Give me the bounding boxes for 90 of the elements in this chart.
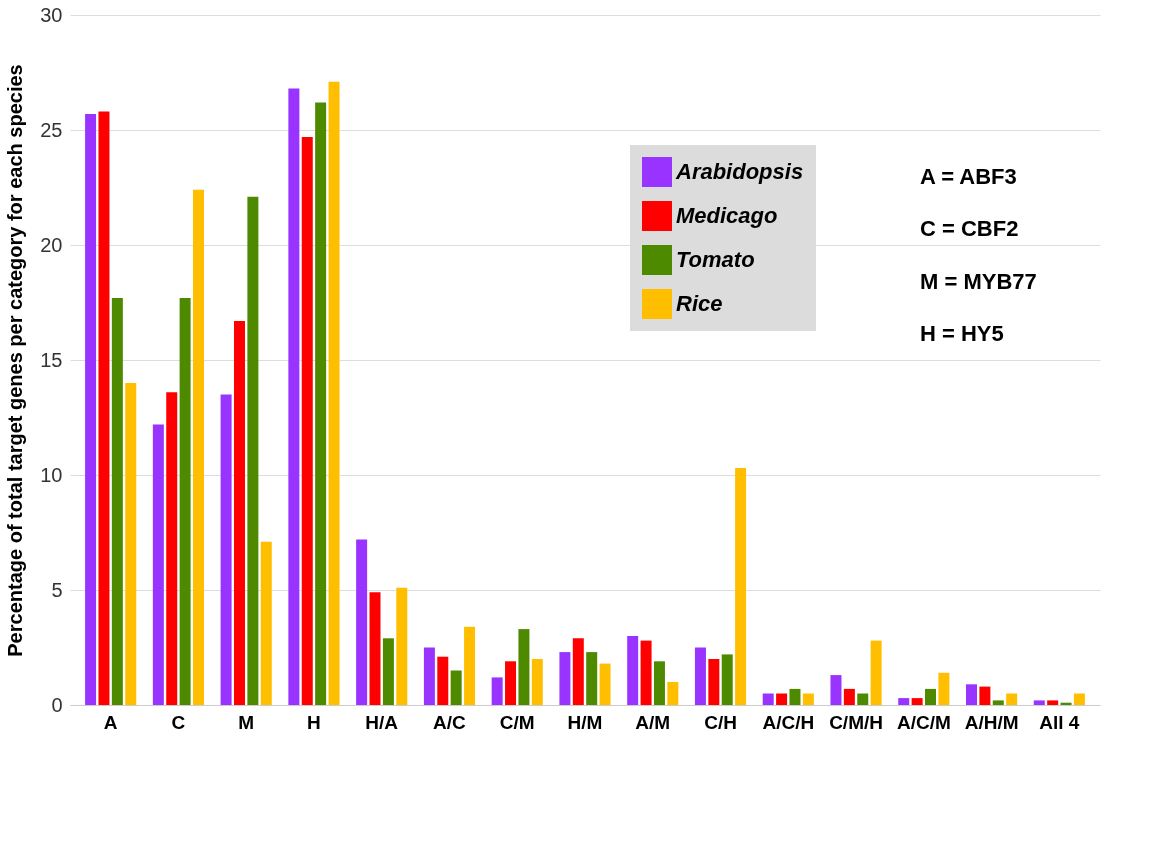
legend-label: Tomato [676,247,755,272]
bar [911,698,923,705]
bar [423,647,435,705]
bar [735,468,747,705]
legend-label: Medicago [676,203,778,228]
bar [992,700,1004,705]
bar [220,394,232,705]
annotation: C = CBF2 [920,216,1019,242]
y-tick-label: 25 [40,118,63,141]
y-tick-label: 20 [40,233,63,256]
bar [369,592,381,705]
bar [1073,693,1085,705]
bar [979,686,991,705]
bar [721,654,733,705]
legend-label: Arabidopsis [675,159,804,184]
x-tick-label: H [307,711,321,733]
bar [1006,693,1018,705]
x-tick-label: A/C [433,711,467,733]
bar [166,392,178,705]
bar [559,652,571,705]
x-tick-label: H/A [365,711,399,733]
bar [938,672,950,705]
bar [301,136,313,705]
bar [233,320,245,705]
bar [518,629,530,705]
y-axis-title: Percentage of total target genes per category for each species [4,64,27,657]
bar [260,541,272,705]
x-tick-label: C/M [499,711,535,733]
x-tick-label: A/C/H [762,711,815,733]
bar [966,684,977,705]
bar [708,659,720,705]
bar [627,636,639,705]
x-tick-label: H/M [567,711,603,733]
x-tick-label: C/M/H [829,711,883,733]
bar [437,656,449,705]
bar [464,626,476,705]
x-tick-label: C/H [704,711,737,733]
y-tick-label: 15 [40,348,63,371]
bar [762,693,774,705]
bar [857,693,869,705]
bar [667,682,679,705]
x-tick-label: All 4 [1039,711,1080,733]
bar [125,383,137,705]
bar [193,189,204,705]
annotation: H = HY5 [920,321,1004,346]
x-tick-label: M [238,711,255,733]
bar [85,113,97,705]
x-tick-label: A/C/M [896,711,951,733]
bar [776,693,788,705]
x-tick-label: A/M [635,711,671,733]
bar [98,111,110,705]
bar [247,196,259,705]
bar [640,640,652,705]
x-tick-label: A [103,711,118,733]
y-tick-label: 5 [51,578,63,601]
bar [653,661,665,705]
bar [599,663,611,705]
bar [382,638,394,705]
x-tick-label: C [171,711,186,733]
bar [111,297,123,705]
x-tick-label: A/H/M [964,711,1019,733]
bar [328,81,340,705]
bar [1047,700,1059,705]
bar [694,647,706,705]
bar [179,297,191,705]
bar [586,652,598,705]
bar [450,670,462,705]
bar [898,698,910,705]
bar [802,693,814,705]
bar [491,677,503,705]
bar [843,688,855,705]
bar [870,640,882,705]
bar [830,675,842,705]
y-tick-label: 10 [40,463,63,486]
bar [315,102,327,705]
bar [925,688,937,705]
bar [1033,700,1045,705]
bar [288,88,300,705]
y-tick-label: 0 [51,693,63,716]
bar [789,688,801,705]
bar [152,424,164,705]
bar [572,638,584,705]
bar [396,587,408,705]
y-tick-label: 30 [40,3,63,26]
bar [505,661,517,705]
annotation: A = ABF3 [920,164,1017,189]
annotation: M = MYB77 [920,268,1037,294]
bar [356,539,368,705]
legend-label: Rice [676,291,723,316]
bar [531,659,543,705]
